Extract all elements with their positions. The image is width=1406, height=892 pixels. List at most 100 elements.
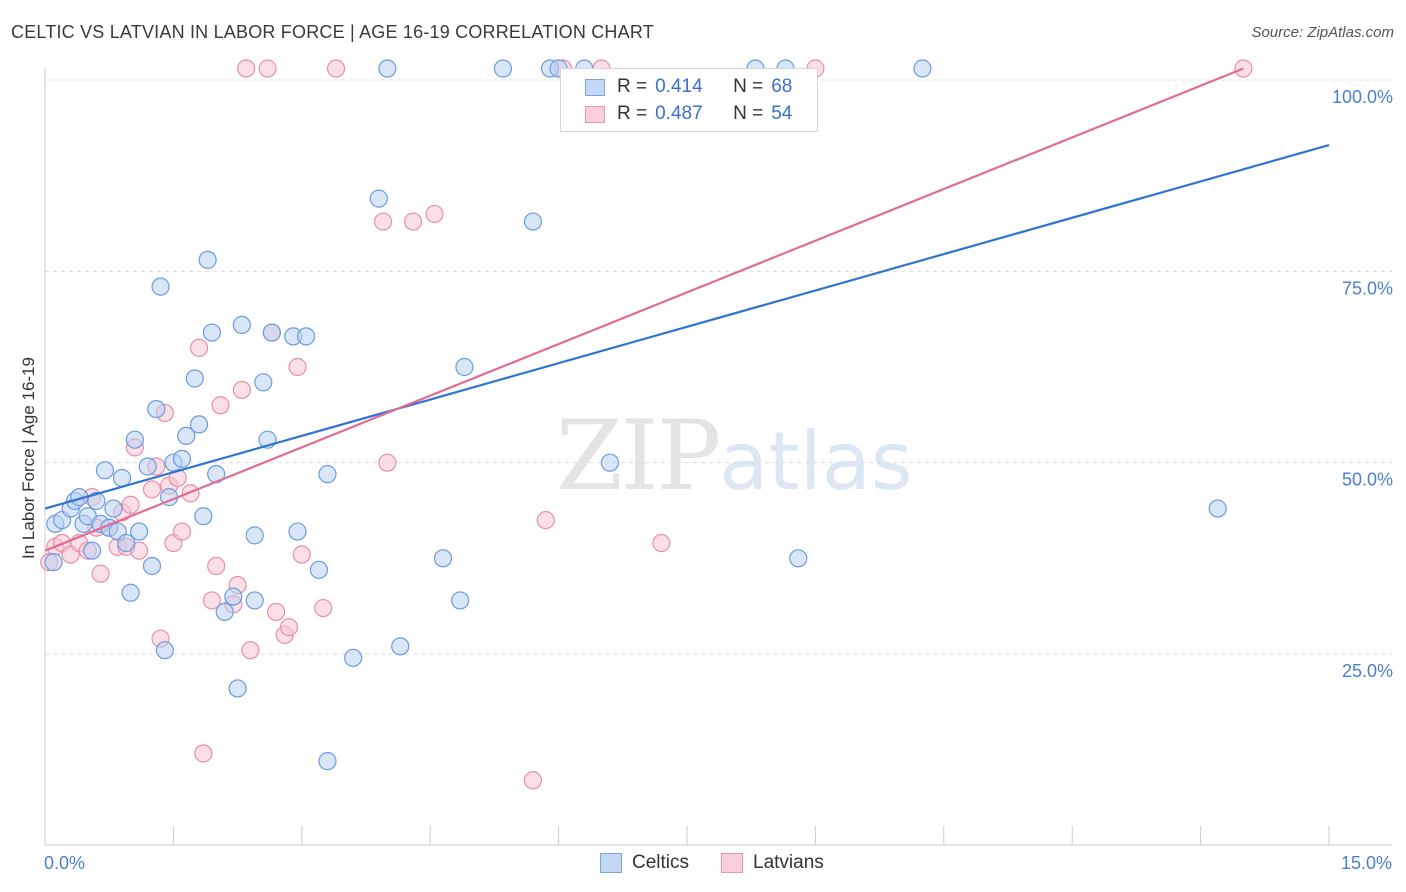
latvians-point: [142, 480, 162, 499]
celtics-point: [104, 499, 123, 518]
latvians-point: [652, 533, 671, 553]
bottom-legend-latvians: Latvians: [721, 852, 824, 874]
y-axis-label: In Labor Force | Age 16-19: [19, 357, 38, 559]
celtics-point: [215, 602, 234, 622]
celtics-point: [1208, 499, 1227, 518]
celtics-point: [44, 553, 63, 572]
y-tick-label: 75.0%: [1342, 278, 1393, 298]
chart-title: CELTIC VS LATVIAN IN LABOR FORCE | AGE 1…: [11, 22, 654, 42]
celtics-point: [112, 468, 132, 488]
tick-labels: 25.0% 50.0% 75.0% 100.0% 0.0% 15.0%: [44, 87, 1393, 873]
y-tick-label: 50.0%: [1342, 470, 1393, 490]
celtics-point: [177, 426, 196, 445]
legend-n-value: 54: [771, 103, 793, 124]
celtics-point: [121, 583, 140, 602]
latvians-point: [241, 641, 260, 660]
legend-row-latvians: R = 0.487 N = 54: [585, 101, 792, 127]
celtics-point: [493, 59, 513, 78]
celtics-point: [369, 189, 388, 208]
celtics-point: [151, 277, 170, 296]
celtics-point: [155, 641, 174, 660]
celtics-point: [523, 212, 543, 231]
latvians-point: [202, 591, 222, 610]
x-tick-label: 0.0%: [44, 853, 85, 873]
latvians-point: [207, 556, 226, 576]
celtics-point: [87, 491, 106, 511]
celtics-point: [228, 679, 247, 698]
celtics-point: [455, 357, 474, 377]
legend-r-label: R =: [617, 103, 648, 124]
celtics-point: [142, 556, 162, 576]
bottom-legend-label: Latvians: [753, 852, 824, 873]
celtics-point: [913, 59, 932, 78]
celtics-point: [82, 541, 102, 560]
celtics-point: [378, 59, 397, 78]
latvians-point: [258, 59, 277, 78]
celtics-point: [130, 522, 149, 541]
latvians-swatch: [721, 853, 744, 873]
latvians-point: [374, 212, 393, 231]
celtics-point: [254, 373, 273, 392]
latvians-point: [172, 522, 192, 541]
celtics-point: [194, 507, 213, 526]
latvians-point: [288, 357, 307, 377]
legend-r-label: R =: [617, 76, 648, 97]
latvians-points: [40, 59, 1253, 790]
celtics-point: [138, 457, 157, 476]
celtics-point: [600, 453, 620, 472]
latvians-point: [403, 212, 423, 231]
legend-r-value: 0.487: [655, 103, 703, 124]
trend-lines: [44, 67, 1330, 552]
legend-n-label: N =: [733, 103, 764, 124]
bottom-legend-label: Celtics: [632, 852, 690, 873]
source-label: Source: ZipAtlas.com: [1251, 24, 1394, 41]
celtics-point: [117, 533, 136, 553]
celtics-point: [147, 399, 166, 419]
celtics-point: [391, 637, 410, 656]
y-tick-label: 25.0%: [1342, 661, 1393, 681]
celtics-point: [245, 591, 264, 610]
latvians-point: [237, 59, 256, 78]
legend-r-value: 0.414: [655, 76, 703, 97]
celtics-point: [288, 522, 307, 541]
celtics-points: [44, 59, 1227, 771]
legend-row-celtics: R = 0.414 N = 68: [585, 74, 792, 100]
celtics-point: [95, 461, 115, 480]
celtics-point: [172, 449, 192, 468]
latvians-trend-line: [44, 67, 1244, 552]
celtics-swatch: [600, 853, 622, 873]
latvians-swatch: [585, 105, 605, 123]
latvians-point: [279, 618, 299, 637]
celtics-trend-line: [44, 143, 1330, 510]
celtics-point: [125, 430, 144, 449]
celtics-point: [185, 369, 204, 388]
celtics-point: [451, 591, 470, 610]
watermark-zip: ZIP: [556, 400, 721, 512]
latvians-point: [232, 380, 251, 400]
latvians-point: [189, 338, 209, 357]
gridlines: [45, 79, 1392, 655]
bottom-legend-celtics: Celtics: [600, 852, 689, 874]
latvians-point: [267, 602, 286, 622]
latvians-point: [326, 59, 346, 78]
celtics-point: [309, 560, 329, 579]
latvians-point: [91, 564, 110, 583]
celtics-point: [262, 323, 281, 342]
latvians-point: [425, 204, 444, 224]
latvians-point: [314, 598, 333, 618]
legend-n-label: N =: [733, 76, 764, 97]
legend: R = 0.414 N = 68 R = 0.487 N = 54: [560, 68, 818, 132]
celtics-point: [198, 250, 217, 269]
celtics-point: [245, 526, 264, 545]
latvians-point: [536, 510, 555, 530]
celtics-point: [232, 315, 251, 335]
celtics-point: [344, 648, 363, 667]
bottom-legend: Celtics Latvians: [600, 852, 856, 874]
latvians-point: [292, 545, 311, 564]
latvians-point: [211, 396, 230, 415]
y-tick-label: 100.0%: [1332, 87, 1393, 107]
latvians-point: [378, 453, 397, 472]
axes: [44, 68, 1392, 846]
celtics-point: [224, 587, 243, 606]
